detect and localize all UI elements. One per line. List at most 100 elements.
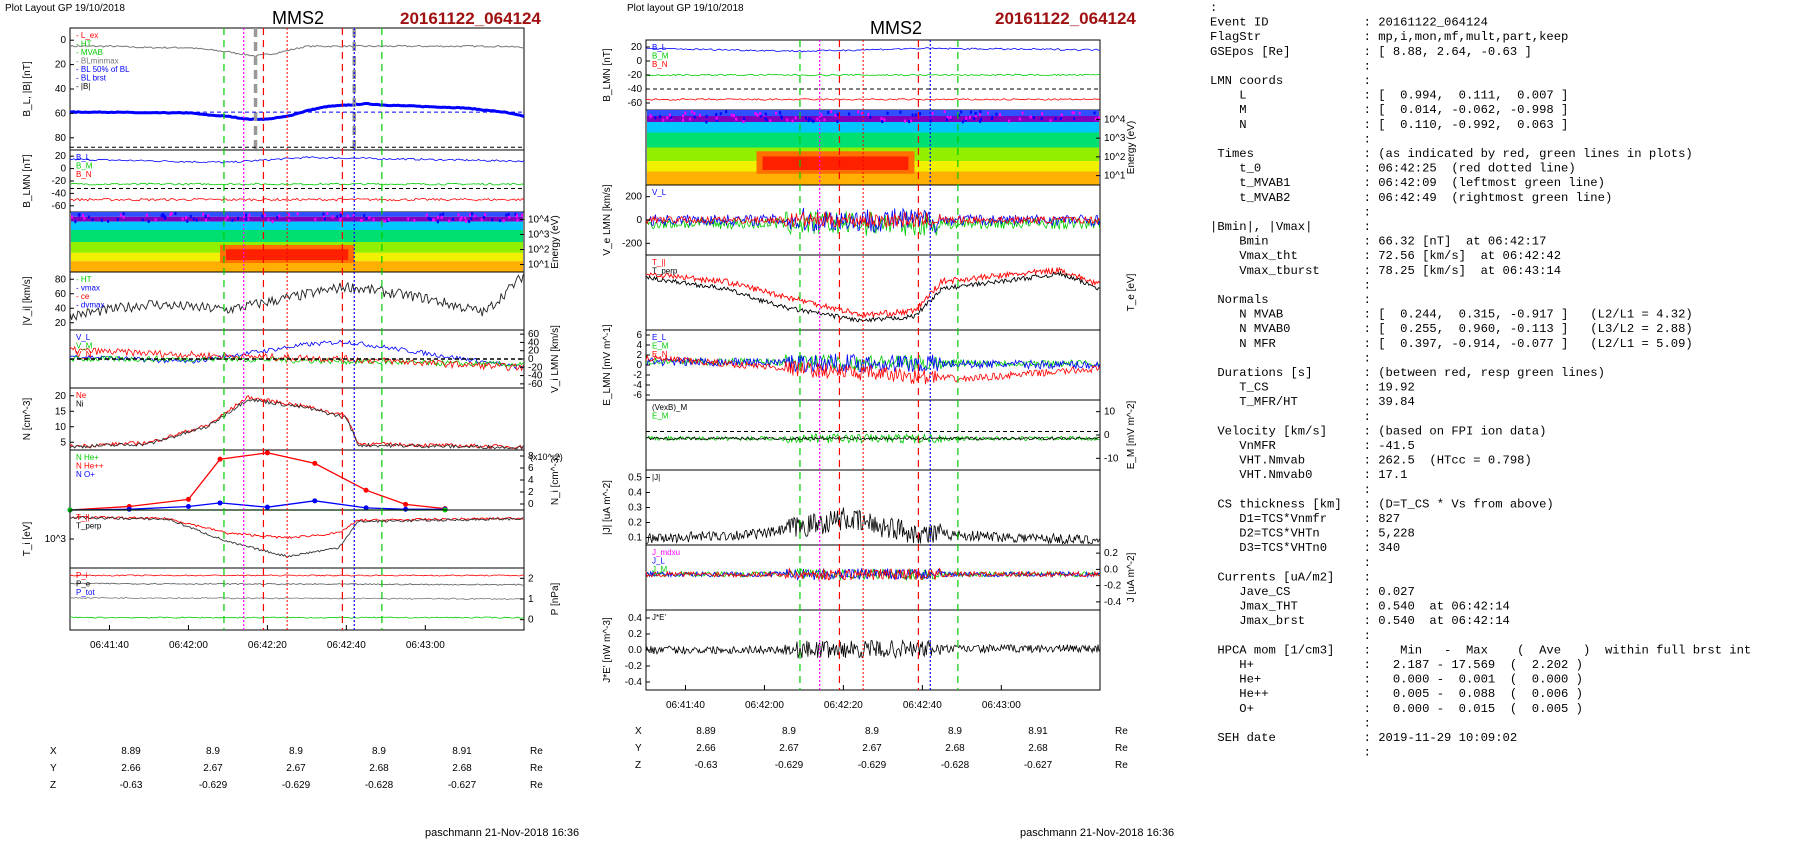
l-tick-ViLMN: 60 [528, 329, 540, 340]
l-spec-speck [185, 216, 188, 220]
l-legend-Nhpca: N He++ [76, 462, 104, 471]
l-spec-speck [189, 214, 192, 218]
l-frame-Vi [69, 271, 525, 331]
info-line: : [1210, 410, 1371, 424]
l-spec-speck [339, 217, 342, 221]
m-tick-J: 0.3 [628, 503, 642, 514]
m-spec-speck [979, 112, 982, 116]
l-spec-speck [237, 216, 240, 220]
m-spec-speck [911, 113, 914, 117]
m-spec-speck [980, 117, 983, 121]
m-ylabel-spec: Energy (eV) [1126, 121, 1137, 174]
l-spec-speck [516, 218, 519, 222]
l-spec-speck [425, 213, 428, 217]
l-vi-vn [69, 345, 524, 372]
m-spec-speck [999, 113, 1002, 117]
l-spec-speck [460, 216, 463, 220]
m-panel-JE: 0.4 0.2 0.0 -0.2 -0.4 J*E' [nW m^-3] J*E' [602, 609, 1101, 691]
l-time-tick: 06:43:00 [406, 640, 445, 651]
l-spec-speck [474, 214, 477, 218]
l-spec-speck [82, 213, 85, 217]
info-line: M : [ 0.014, -0.062, -0.998 ] [1210, 103, 1568, 117]
m-spec-speck [974, 111, 977, 115]
info-line: t_MVAB1 : 06:42:09 (leftmost green line) [1210, 176, 1605, 190]
l-ylabel-BLMN: B_LMN [nT] [22, 154, 33, 208]
left-spacecraft-title: MMS2 [272, 8, 324, 28]
m-panel-J: 0.5 0.4 0.3 0.2 0.1 |J| [uA m^-2] |J| [602, 469, 1101, 546]
m-legend-BLMN: B_M [652, 52, 669, 61]
m-tick-JLMN: -0.2 [1104, 581, 1122, 592]
l-spec-speck [457, 213, 460, 217]
m-spec-speck [1098, 116, 1101, 120]
m-time-tick: 06:42:40 [903, 700, 942, 711]
l-legend-BLMN: B_N [76, 170, 92, 179]
info-line: : [1210, 716, 1371, 730]
m-spec-speck [733, 114, 736, 118]
m-spec-speck [918, 112, 921, 116]
m-pos-value: 8.89 [696, 726, 716, 737]
m-spec-speck [693, 115, 696, 119]
m-blmn-bm [646, 73, 1101, 77]
info-line: |Bmin|, |Vmax| : [1210, 220, 1371, 234]
l-spec-speck [154, 218, 157, 222]
left-caption: Plot Layout GP 19/10/2018 [5, 3, 125, 14]
l-spec-speck [202, 212, 205, 216]
chart-series-o-plus-point [126, 506, 132, 512]
m-spec-speck [794, 116, 797, 120]
l-spec-speck [322, 212, 325, 216]
l-tick-BLMN: -40 [52, 188, 67, 199]
m-spec-speck [995, 112, 998, 116]
l-spec-speck [278, 214, 281, 218]
info-line: CS thickness [km] : (D=T_CS * Vs from ab… [1210, 497, 1554, 511]
m-tick-E: -4 [633, 380, 642, 391]
l-spec-band [71, 216, 523, 222]
info-line: N MFR : [ 0.397, -0.914, -0.077 ] (L2/L1… [1210, 337, 1693, 351]
info-line: : [1210, 746, 1371, 760]
l-tick-Nhpca: 0 [528, 499, 534, 510]
l-spec-speck [231, 218, 234, 222]
l-spec-speck [147, 220, 150, 224]
m-tick-BLMN: -40 [628, 84, 643, 95]
l-legend-Vi: - vmax [76, 284, 100, 293]
l-spec-speck [464, 219, 467, 223]
l-legend-BLMN: B_L [76, 153, 91, 162]
l-ylabel-Vi: |V_i| [km/s] [22, 276, 33, 325]
l-spec-speck [331, 215, 334, 219]
m-tick-E: -2 [633, 370, 642, 381]
m-spec-speck [764, 112, 767, 116]
info-line: Durations [s] : (between red, resp green… [1210, 366, 1605, 380]
l-p-red [69, 574, 525, 577]
m-spec-speck [786, 118, 789, 122]
m-spec-speck [754, 112, 757, 116]
l-tick-ViLMN: -20 [528, 362, 543, 373]
m-legend-EM: (VexB)_M [652, 403, 687, 412]
l-spec-speck [464, 216, 467, 220]
m-time-tick: 06:43:00 [982, 700, 1021, 711]
l-spec-speck [448, 219, 451, 223]
m-spec-speck [780, 116, 783, 120]
l-spec-speck [439, 213, 442, 217]
l-legend-Nhpca: N O+ [76, 470, 95, 479]
info-line: LMN coords : [1210, 74, 1371, 88]
m-spec-speck [808, 117, 811, 121]
info-line: : [1210, 351, 1371, 365]
m-ve-vn [645, 211, 1100, 229]
l-spec-speck [433, 218, 436, 222]
m-panel-Te: T_e [eV] T_||T_perp [645, 254, 1137, 331]
l-legend-ViLMN: V_N [76, 350, 92, 359]
l-tick-Vi: 80 [55, 274, 67, 285]
l-panel-BLMN: 20 0-20-40 -60 B_LMN [nT] B_LB_MB_N [22, 149, 525, 213]
m-legend-Te: T_perp [652, 267, 678, 276]
l-pos-value: 8.89 [121, 746, 141, 757]
chart-series-b-magnitude [69, 44, 525, 58]
m-pos-unit: Re [1115, 760, 1128, 771]
m-spec-speck [914, 113, 917, 117]
m-spec-speck [820, 113, 823, 117]
m-ylabel-E: E_LMN [mV m^-1] [602, 324, 613, 406]
m-spec-speck [1093, 111, 1096, 115]
m-spec-speck [812, 119, 815, 123]
m-spec-speck [715, 116, 718, 120]
l-spec-speck [387, 217, 390, 221]
l-spec-speck [107, 219, 110, 223]
